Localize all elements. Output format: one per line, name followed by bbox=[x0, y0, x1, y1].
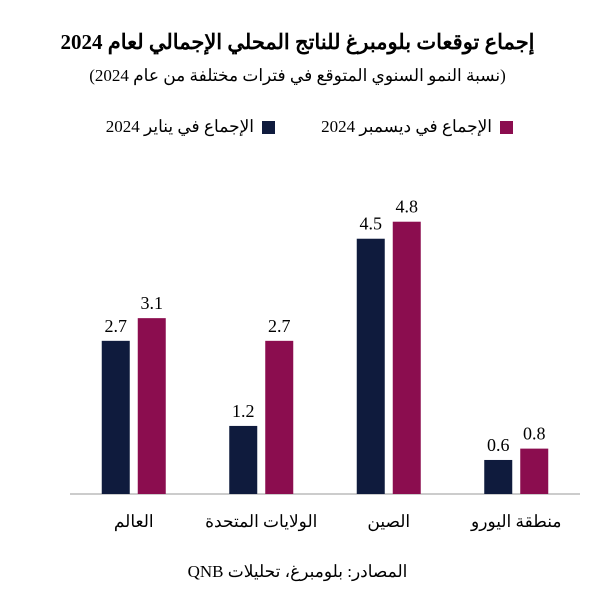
data-label-euro-area-december: 0.8 bbox=[523, 424, 546, 444]
bar-united-states-january bbox=[229, 425, 258, 494]
category-label-euro-area: منطقة اليورو bbox=[470, 512, 561, 532]
data-label-china-december: 4.8 bbox=[396, 197, 419, 217]
data-label-china-january: 4.5 bbox=[360, 214, 383, 234]
bar-euro-area-january bbox=[484, 459, 513, 494]
data-label-world-december: 3.1 bbox=[141, 293, 164, 313]
bar-united-states-december bbox=[265, 340, 294, 494]
bar-world-december bbox=[137, 318, 166, 494]
chart-subtitle: (نسبة النمو السنوي المتوقع في فترات مختل… bbox=[89, 66, 506, 85]
legend: الإجماع في يناير 2024 الإجماع في ديسمبر … bbox=[0, 116, 595, 138]
category-label-world: العالم bbox=[114, 512, 154, 532]
data-label-euro-area-january: 0.6 bbox=[487, 435, 510, 455]
bar-world-january bbox=[101, 340, 130, 494]
chart-title: إجماع توقعات بلومبرغ للناتج المحلي الإجم… bbox=[60, 30, 535, 54]
data-label-united-states-january: 1.2 bbox=[232, 401, 255, 421]
bar-china-january bbox=[356, 238, 385, 494]
category-label-china: الصين bbox=[367, 512, 410, 532]
data-label-world-january: 2.7 bbox=[105, 316, 128, 336]
source-note: المصادر: بلومبرغ، تحليلات QNB bbox=[187, 562, 408, 581]
legend-label-january: الإجماع في يناير 2024 bbox=[105, 117, 254, 136]
bar-china-december bbox=[392, 221, 421, 494]
legend-item-december: الإجماع في ديسمبر 2024 bbox=[321, 116, 513, 138]
legend-swatch-january bbox=[262, 120, 275, 134]
legend-label-december: الإجماع في ديسمبر 2024 bbox=[321, 117, 492, 136]
bar-euro-area-december bbox=[520, 448, 549, 494]
legend-swatch-december bbox=[500, 120, 513, 134]
legend-item-january: الإجماع في يناير 2024 bbox=[106, 116, 275, 138]
category-label-united-states: الولايات المتحدة bbox=[205, 512, 317, 532]
data-label-united-states-december: 2.7 bbox=[268, 316, 291, 336]
